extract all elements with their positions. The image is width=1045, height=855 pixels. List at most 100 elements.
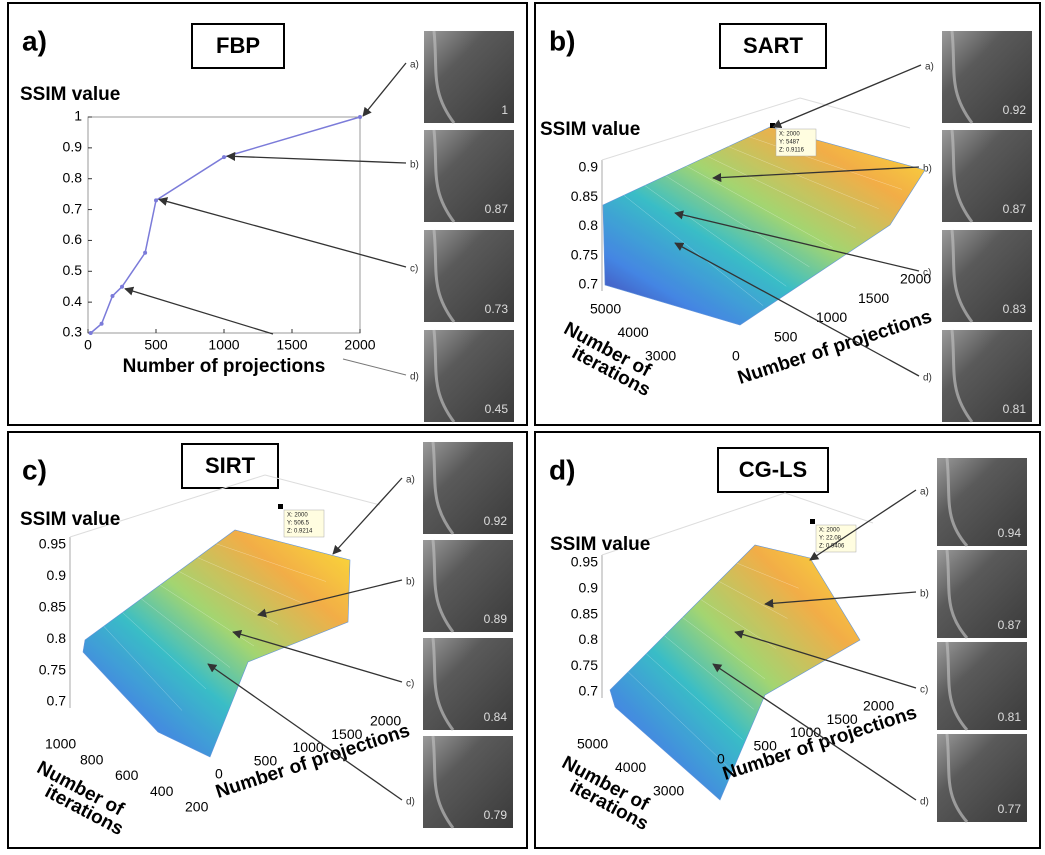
mesh [736,562,799,589]
y-axis-title: SSIM value [20,84,120,105]
thumbnail-value: 0.87 [998,618,1022,632]
z-tick-label: 0.8 [579,217,599,233]
arrow-label: d) [920,797,929,808]
datatip-marker [810,519,815,524]
thumbnail [423,540,513,632]
arrow-label: c) [410,264,418,275]
mesh [646,653,743,740]
arrow [674,210,920,272]
x-tick-label: 1500 [276,337,307,353]
title-box [191,23,285,69]
projection-tick-label: 1500 [827,711,858,727]
mesh [707,156,856,229]
y-tick-label: 0.9 [63,139,83,155]
mesh [665,175,810,268]
projection-tick-label: 500 [774,328,798,344]
y-tick-label: 0.6 [63,231,83,247]
thumbnail-edge [431,441,455,535]
iteration-tick-label: 600 [115,767,139,783]
z-tick-label: 0.8 [579,631,599,647]
panel-frame [7,2,528,426]
mesh [141,598,231,668]
thumbnail-value: 0.73 [485,302,509,316]
thumbnail-value: 0.84 [484,710,508,724]
thumbnail-value: 0.89 [484,612,508,626]
arrow-label: a) [406,475,415,486]
arrow [257,579,403,618]
thumbnail [937,458,1027,546]
surface [609,544,861,801]
thumbnail-value: 0.87 [485,202,509,216]
panel-title: CG-LS [739,457,807,482]
projection-tick-label: 1500 [858,290,889,306]
datatip-text: Z: 0.9406 [819,544,845,550]
y-tick-label: 0.8 [63,169,83,185]
thumbnail [937,734,1027,822]
datatip-text: Z: 0.9116 [779,148,805,154]
panel-title: SART [743,33,803,58]
thumbnail-edge [431,539,455,633]
back-wall [264,474,381,506]
mesh [197,557,303,604]
thumbnail [424,330,514,422]
projection-tick-label: 500 [754,737,778,753]
datatip-text: Y: 5487 [779,140,800,146]
point [110,293,115,298]
panel-label: c) [22,454,47,485]
arrow-label: c) [920,685,928,696]
x-tick-label: 0 [84,337,92,353]
x-tick-label: 1000 [208,337,239,353]
z-tick-label: 0.7 [47,693,67,709]
thumbnail-value: 0.45 [485,402,509,416]
datatip-box [283,509,325,538]
z-axis-title: SSIM value [550,534,650,555]
mesh [216,543,327,582]
arrow-tail [342,358,407,376]
point [120,284,124,289]
z-axis-title: SSIM value [540,119,640,140]
x-tick-label: 2000 [344,337,375,353]
panel-title: FBP [216,33,260,58]
iteration-tick-label: 5000 [577,736,608,752]
iteration-tick-label: 800 [80,751,104,767]
arrow-label: b) [406,577,415,588]
projection-tick-label: 500 [254,752,278,768]
iteration-tick-label: 4000 [615,759,646,775]
projection-tick-label: 1000 [816,309,847,325]
z-tick-label: 0.95 [571,554,598,570]
panel-frame [7,431,528,849]
y-tick-label: 0.7 [63,200,83,216]
mesh [623,195,764,306]
surface [82,529,351,758]
arrow-label: a) [925,62,934,73]
panel-frame [534,431,1041,849]
back-wall [784,492,874,524]
iteration-tick-label: 5000 [590,301,621,317]
arrow [734,630,917,689]
iteration-tick-label: 400 [150,783,174,799]
panel-label: d) [549,454,575,485]
z-tick-label: 0.9 [579,159,599,175]
thumbnail-edge [432,30,456,124]
y-tick-label: 0.4 [63,293,83,309]
arrow [674,242,920,377]
thumbnail-value: 0.79 [484,808,508,822]
arrow [158,197,407,268]
y-tick-label: 0.3 [63,324,83,340]
projection-tick-label: 2000 [370,713,401,729]
z-tick-label: 0.75 [571,246,598,262]
point [143,250,148,255]
back-wall [69,474,266,538]
thumbnail-value: 0.92 [484,514,508,528]
mesh [749,136,902,190]
thumbnail-value: 0.81 [998,710,1022,724]
thumbnail-edge [950,30,974,124]
thumbnail [423,638,513,730]
panel-label: b) [549,25,575,56]
thumbnail [942,230,1032,322]
title-box [717,447,829,493]
thumbnail [942,130,1032,222]
point [358,115,362,119]
panel-frame [534,2,1041,426]
